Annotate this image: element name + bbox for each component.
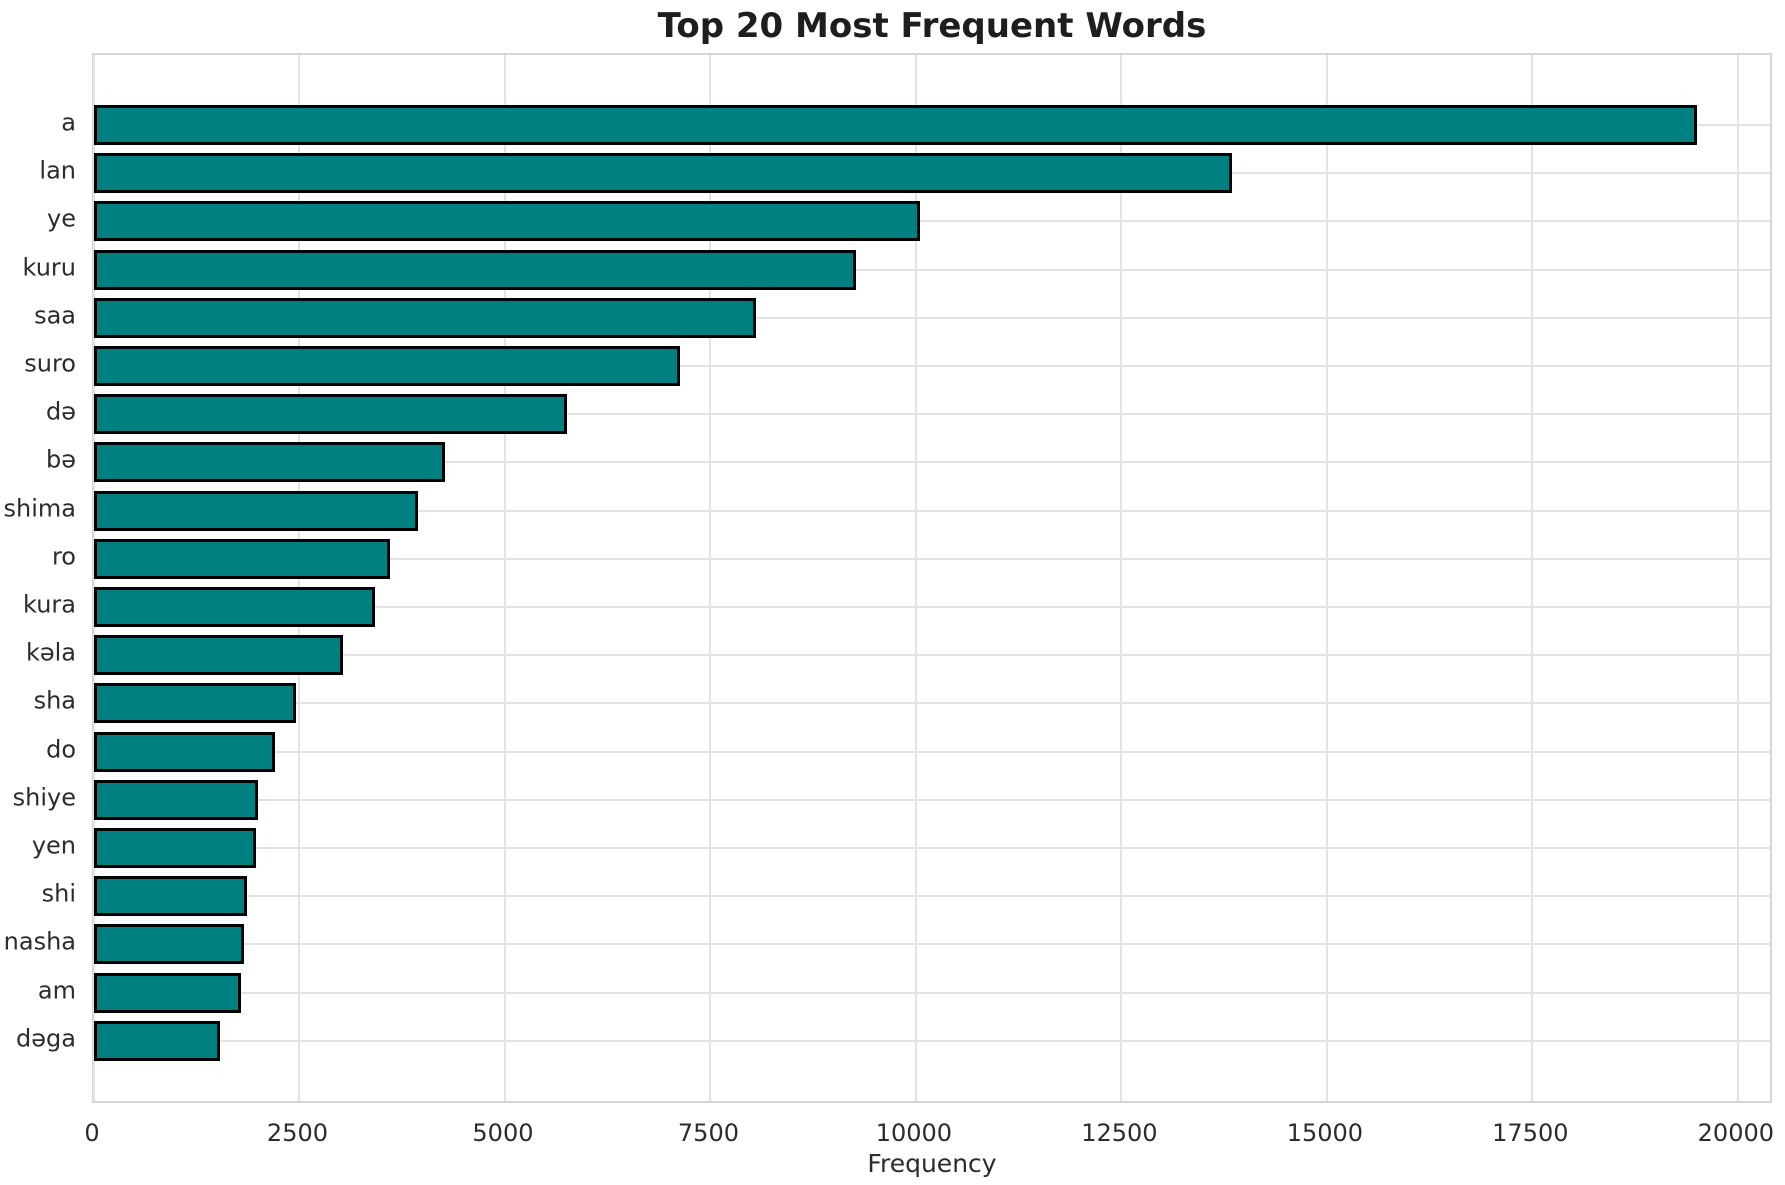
bar [94,924,244,965]
chart-title: Top 20 Most Frequent Words [657,6,1207,46]
y-tick-label: lan [39,156,76,185]
y-tick-label: yen [31,831,76,860]
bar [94,779,259,820]
y-tick-label: kura [23,590,76,619]
y-gridline [94,895,1770,898]
y-tick-label: do [46,735,76,764]
y-gridline [94,654,1770,657]
bar [94,731,275,772]
y-gridline [94,606,1770,608]
y-gridline [94,847,1770,849]
y-tick-label: a [61,108,76,137]
bar [94,538,390,579]
y-gridline [94,702,1770,705]
x-tick-label: 17500 [1492,1119,1569,1147]
bar [94,297,757,338]
bar [94,490,418,531]
y-gridline [94,365,1770,367]
y-tick-label: shi [41,879,76,908]
y-gridline [94,413,1770,416]
y-tick-label: suro [24,349,76,378]
y-tick-label: shima [3,494,76,523]
x-tick-label: 10000 [875,1119,953,1147]
y-gridline [94,557,1770,560]
y-gridline [94,750,1770,753]
y-tick-label: kəla [25,638,76,667]
x-gridline [709,55,712,1101]
bar [94,346,681,386]
x-axis-tick-labels: 0 2500 5000 7500 10000 12500 15000 17500 20000 [84,1119,1775,1151]
bar [94,828,256,868]
y-gridline [94,509,1770,512]
x-tick-label: 2500 [266,1119,329,1147]
y-tick-label: am [37,976,76,1005]
plot-area [92,53,1772,1103]
bar [94,972,242,1013]
y-tick-label: bə [46,445,76,474]
bar [94,201,921,242]
y-gridline [94,461,1770,464]
x-gridline [1120,55,1123,1101]
x-tick-label: 15000 [1286,1119,1364,1147]
y-gridline [94,943,1770,946]
y-tick-label: dəga [16,1024,76,1053]
y-tick-label: də [46,397,76,426]
x-tick-label: 0 [84,1119,100,1147]
bar [94,1020,220,1061]
bar [94,394,567,435]
bar [94,635,344,676]
y-tick-label: nasha [3,927,76,956]
y-gridline [94,798,1770,801]
bar [94,876,247,917]
bar [94,153,1233,194]
bar [94,683,297,724]
x-gridline [914,55,917,1101]
x-tick-label: 12500 [1081,1119,1158,1147]
y-gridline [94,268,1770,271]
x-tick-label: 5000 [472,1119,534,1147]
bar [94,587,376,627]
x-gridline [503,55,506,1101]
y-tick-label: ye [47,204,76,233]
y-tick-label: kuru [22,253,76,282]
bar [94,105,1697,145]
y-tick-label: sha [33,686,76,715]
y-axis-tick-labels: a lan ye kuru saa suro də bə shima ro kura kəla sha d… [0,53,76,1103]
y-gridline [94,991,1770,994]
x-gridline [1736,55,1739,1101]
x-gridline [1531,55,1534,1101]
x-axis-label: Frequency [867,1149,997,1178]
x-tick-label: 20000 [1697,1119,1775,1147]
y-gridline [94,316,1770,319]
y-tick-label: ro [51,542,76,571]
bar [94,442,445,483]
y-gridline [94,220,1770,223]
y-gridline [94,1039,1770,1042]
y-tick-label: saa [34,301,76,330]
y-tick-label: shiye [12,783,76,812]
x-gridline [1325,55,1328,1101]
bar [94,249,856,290]
x-tick-label: 7500 [677,1119,739,1147]
